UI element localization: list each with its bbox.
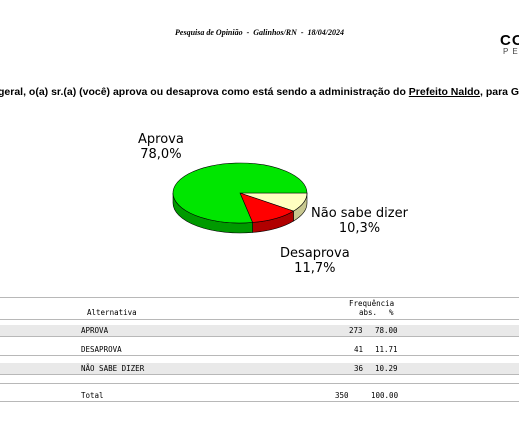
pie-slice-aprova [172, 162, 308, 224]
total-label: Total [81, 391, 104, 400]
table-row: NÃO SABE DIZER 36 10.29 [0, 363, 519, 374]
header-frequencia: Frequência [349, 299, 395, 308]
table-rule-top [0, 297, 519, 298]
pie-label-nao-sabe-name: Não sabe dizer [311, 206, 408, 221]
table-rule-header [0, 319, 519, 320]
pie-label-aprova-value: 78,0% [140, 147, 182, 162]
table-rule [0, 355, 519, 356]
survey-question: geral, o(a) sr.(a) (você) aprova ou desa… [0, 86, 519, 98]
row-pct: 11.71 [375, 345, 398, 354]
table-header-row: Frequência [0, 298, 519, 309]
pie-label-desaprova-value: 11,7% [294, 261, 336, 276]
row-pct: 10.29 [375, 364, 398, 373]
table-rule [0, 336, 519, 337]
table-row: DESAPROVA 41 11.71 [0, 344, 519, 355]
header-pct: % [389, 308, 394, 317]
question-mayor-name: Prefeito Naldo [408, 86, 480, 98]
company-logo-subtitle: PE [503, 47, 518, 56]
pie-label-nao-sabe: Não sabe dizer 10,3% [311, 206, 408, 236]
table-subheader-row: Alternativa abs. % [0, 307, 519, 318]
row-label: APROVA [81, 326, 109, 335]
pie-label-aprova-name: Aprova [138, 132, 184, 147]
row-abs: 41 [354, 345, 364, 354]
row-pct: 78.00 [375, 326, 398, 335]
question-prefix: geral, o(a) sr.(a) (você) aprova ou desa… [0, 86, 409, 98]
pie-label-desaprova-name: Desaprova [280, 246, 350, 261]
pie-label-aprova: Aprova 78,0% [138, 132, 184, 162]
pie-chart-svg [172, 162, 308, 234]
row-abs: 36 [354, 364, 364, 373]
pie-label-nao-sabe-value: 10,3% [338, 221, 381, 236]
row-label: DESAPROVA [81, 345, 122, 354]
total-pct: 100.00 [371, 391, 399, 400]
approval-pie-chart: Aprova 78,0% Não sabe dizer 10,3% Desapr… [0, 120, 519, 280]
header-alternativa: Alternativa [87, 308, 137, 317]
pie-label-desaprova: Desaprova 11,7% [280, 246, 350, 276]
header-abs: abs. [359, 308, 378, 317]
survey-header: Pesquisa de Opinião - Galinhos/RN - 18/0… [175, 28, 344, 37]
table-rule [0, 374, 519, 375]
company-logo: CO [500, 32, 519, 49]
table-total-row: Total 350 100.00 [0, 390, 519, 401]
table-row: APROVA 273 78.00 [0, 325, 519, 336]
row-abs: 273 [349, 326, 363, 335]
question-suffix: , para Galin [479, 86, 519, 98]
total-abs: 350 [335, 391, 349, 400]
table-rule [0, 383, 519, 384]
table-rule-bottom [0, 401, 519, 402]
row-label: NÃO SABE DIZER [81, 364, 145, 373]
